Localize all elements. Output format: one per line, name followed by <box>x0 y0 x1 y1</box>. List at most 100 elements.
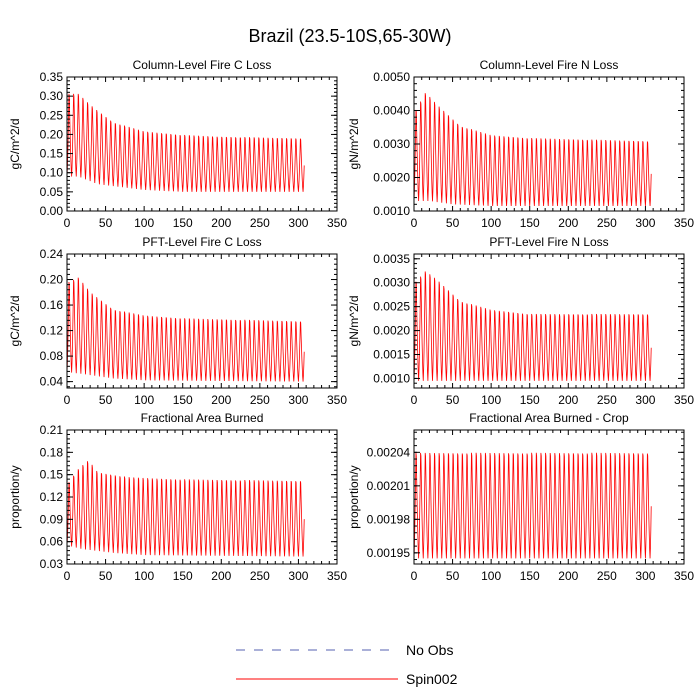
x-tick-label: 250 <box>250 393 270 407</box>
series-line-spin002 <box>66 277 305 382</box>
y-axis-label: gC/m^2/d <box>8 119 22 170</box>
legend: No Obs Spin002 <box>236 642 458 687</box>
x-tick-label: 350 <box>327 393 347 407</box>
x-tick-label: 300 <box>288 393 308 407</box>
x-tick-label: 100 <box>481 393 501 407</box>
y-axis-label: gN/m^2/d <box>347 296 361 347</box>
y-tick-label: 0.00195 <box>367 546 411 560</box>
x-tick-label: 150 <box>173 393 193 407</box>
x-tick-label: 0 <box>411 569 418 583</box>
legend-label: Spin002 <box>406 671 458 687</box>
legend-item-no-obs: No Obs <box>236 642 453 658</box>
y-tick-label: 0.18 <box>40 445 64 459</box>
x-tick-label: 50 <box>99 569 113 583</box>
x-tick-label: 250 <box>597 569 617 583</box>
y-tick-label: 0.0020 <box>373 171 410 185</box>
x-tick-label: 50 <box>99 216 113 230</box>
x-tick-label: 100 <box>134 216 154 230</box>
series-line-spin002 <box>413 271 652 381</box>
x-tick-label: 300 <box>635 393 655 407</box>
chart-panel-3: PFT-Level Fire C Loss gC/m^2/d 0 50 100 150 20… <box>8 235 347 407</box>
y-tick-label: 0.00198 <box>367 512 411 526</box>
x-tick-label: 100 <box>481 569 501 583</box>
x-tick-label: 0 <box>411 393 418 407</box>
panels: Column-Level Fire C Loss gC/m^2/d 0 50 100 15… <box>8 58 694 583</box>
y-tick-label: 0.24 <box>40 247 64 261</box>
y-tick-label: 0.20 <box>40 127 64 141</box>
y-tick-label: 0.15 <box>40 468 64 482</box>
x-tick-label: 300 <box>288 569 308 583</box>
series-line-spin002 <box>66 461 305 557</box>
x-tick-label: 200 <box>211 216 231 230</box>
y-tick-label: 0.09 <box>40 512 64 526</box>
chart-title: PFT-Level Fire C Loss <box>142 235 261 249</box>
x-tick-label: 150 <box>520 393 540 407</box>
chart-title: Column-Level Fire C Loss <box>133 58 272 72</box>
x-tick-label: 150 <box>173 569 193 583</box>
x-tick-label: 50 <box>446 393 460 407</box>
y-tick-label: 0.12 <box>40 490 64 504</box>
x-tick-label: 50 <box>446 569 460 583</box>
x-tick-label: 0 <box>64 216 71 230</box>
y-tick-label: 0.0020 <box>373 324 410 338</box>
y-axis-label: proportion/y <box>8 465 22 528</box>
plot-frame <box>66 76 338 212</box>
y-tick-label: 0.0015 <box>373 348 410 362</box>
x-tick-label: 50 <box>99 393 113 407</box>
chart-title: Fractional Area Burned <box>141 411 264 425</box>
x-tick-label: 100 <box>481 216 501 230</box>
x-tick-label: 300 <box>635 216 655 230</box>
chart-title: Fractional Area Burned - Crop <box>469 411 629 425</box>
y-tick-label: 0.0030 <box>373 276 410 290</box>
chart-title: PFT-Level Fire N Loss <box>489 235 608 249</box>
x-tick-label: 50 <box>446 216 460 230</box>
chart-panel-4: PFT-Level Fire N Loss gN/m^2/d 0 50 100 150 20… <box>347 235 694 407</box>
y-tick-label: 0.04 <box>40 375 64 389</box>
y-tick-label: 0.00 <box>40 204 64 218</box>
chart-panel-5: Fractional Area Burned proportion/y 0 50 100… <box>8 411 347 583</box>
y-tick-label: 0.0010 <box>373 204 410 218</box>
plot-frame <box>413 429 685 565</box>
x-tick-label: 200 <box>558 569 578 583</box>
x-tick-label: 200 <box>558 393 578 407</box>
x-tick-label: 250 <box>597 393 617 407</box>
y-tick-label: 0.06 <box>40 535 64 549</box>
x-tick-label: 300 <box>288 216 308 230</box>
page-title: Brazil (23.5-10S,65-30W) <box>248 26 451 46</box>
y-axis-label: gN/m^2/d <box>347 119 361 170</box>
x-tick-label: 350 <box>327 216 347 230</box>
chart-title: Column-Level Fire N Loss <box>480 58 619 72</box>
y-tick-label: 0.25 <box>40 108 64 122</box>
series-line-spin002 <box>66 93 305 192</box>
y-tick-label: 0.10 <box>40 166 64 180</box>
x-tick-label: 300 <box>635 569 655 583</box>
y-tick-label: 0.05 <box>40 185 64 199</box>
x-tick-label: 150 <box>520 216 540 230</box>
x-tick-label: 200 <box>211 393 231 407</box>
x-tick-label: 250 <box>597 216 617 230</box>
x-tick-label: 350 <box>674 393 694 407</box>
y-tick-label: 0.0030 <box>373 137 410 151</box>
x-tick-label: 150 <box>173 216 193 230</box>
y-tick-label: 0.03 <box>40 557 64 571</box>
x-tick-label: 250 <box>250 569 270 583</box>
chart-panel-2: Column-Level Fire N Loss gN/m^2/d 0 50 100 15… <box>347 58 694 230</box>
y-tick-label: 0.0050 <box>373 70 410 84</box>
y-tick-label: 0.0040 <box>373 104 410 118</box>
x-tick-label: 200 <box>558 216 578 230</box>
y-tick-label: 0.30 <box>40 89 64 103</box>
y-tick-label: 0.12 <box>40 324 64 338</box>
chart-panel-6: Fractional Area Burned - Crop proportion/… <box>347 411 694 583</box>
series-line-spin002 <box>413 452 652 559</box>
y-tick-label: 0.08 <box>40 349 64 363</box>
x-tick-label: 250 <box>250 216 270 230</box>
series-line-spin002 <box>413 93 652 207</box>
y-axis-label: proportion/y <box>347 465 361 528</box>
y-tick-label: 0.20 <box>40 273 64 287</box>
y-tick-label: 0.0010 <box>373 371 410 385</box>
x-tick-label: 350 <box>327 569 347 583</box>
y-tick-label: 0.35 <box>40 70 64 84</box>
x-tick-label: 350 <box>674 569 694 583</box>
x-tick-label: 0 <box>411 216 418 230</box>
